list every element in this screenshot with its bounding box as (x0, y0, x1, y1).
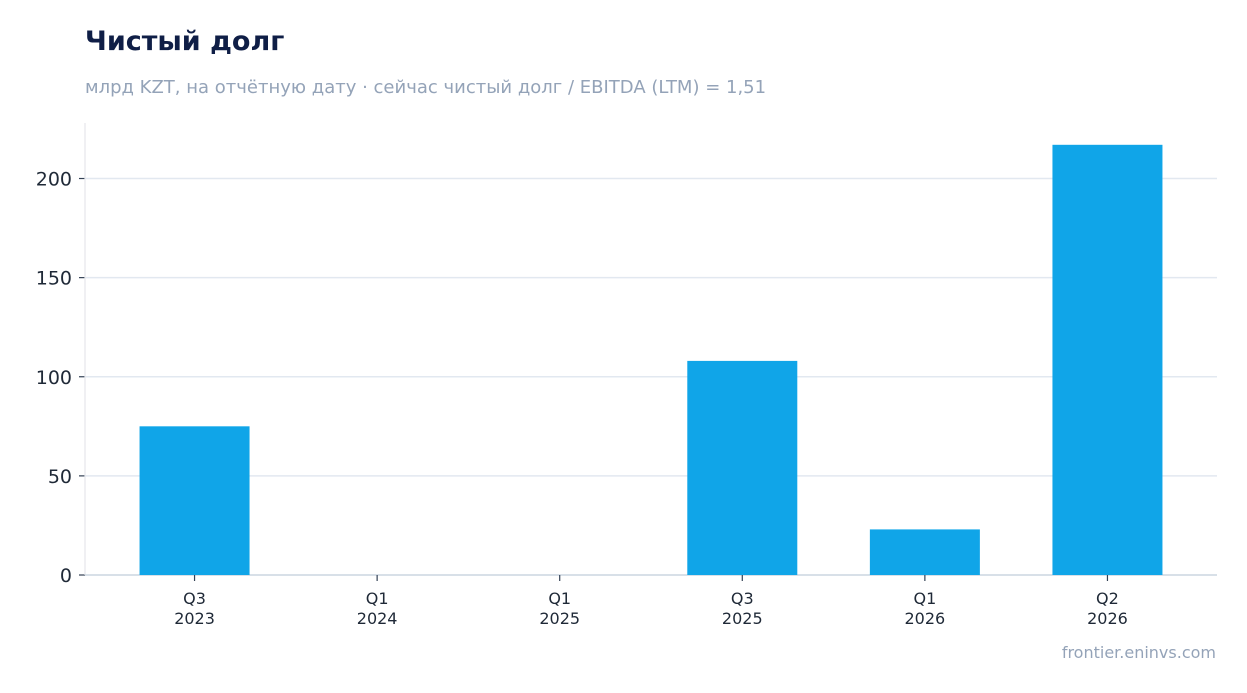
bar (687, 360, 798, 575)
chart-title: Чистый долг (85, 26, 285, 57)
y-tick-label: 200 (36, 169, 72, 191)
bar (139, 426, 250, 575)
bar (1052, 144, 1163, 576)
x-tick-label: Q3 (731, 589, 754, 608)
x-tick-label: Q1 (548, 589, 571, 608)
x-tick-label: 2026 (1087, 609, 1128, 628)
x-tick-label: 2024 (357, 609, 398, 628)
y-tick-label: 100 (36, 367, 72, 389)
x-tick-label: 2025 (722, 609, 763, 628)
y-tick-label: 0 (60, 565, 72, 587)
y-tick-label: 150 (36, 268, 72, 290)
x-tick-label: 2023 (174, 609, 215, 628)
chart-subtitle: млрд KZT, на отчётную дату · сейчас чист… (85, 77, 767, 98)
x-tick-label: Q1 (913, 589, 936, 608)
source-link[interactable]: frontier.eninvs.com (1061, 643, 1216, 662)
x-tick-label: Q2 (1096, 589, 1119, 608)
x-tick-label: Q3 (183, 589, 206, 608)
y-tick-label: 50 (48, 466, 72, 488)
x-tick-label: Q1 (366, 589, 389, 608)
x-tick-label: 2025 (539, 609, 580, 628)
bar (869, 529, 980, 575)
x-tick-label: 2026 (905, 609, 946, 628)
